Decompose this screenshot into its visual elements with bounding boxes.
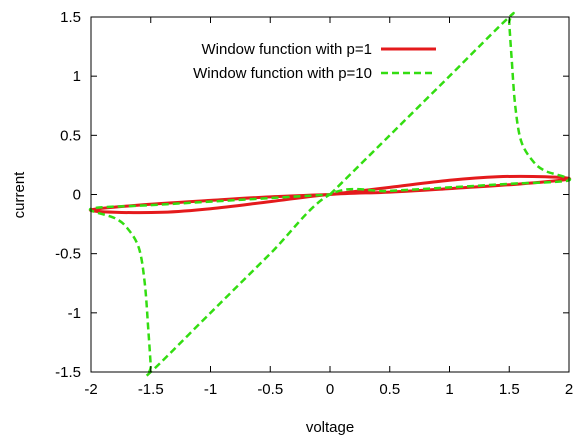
series-line-2 <box>88 11 572 378</box>
series-layer <box>88 11 572 378</box>
y-tick-label: -0.5 <box>55 246 81 263</box>
y-tick-label: -1.5 <box>55 364 81 381</box>
x-tick-label: 2 <box>565 381 573 398</box>
y-tick-label: 1.5 <box>60 9 81 26</box>
x-tick-label: 0.5 <box>379 381 400 398</box>
legend-label-1: Window function with p=1 <box>201 41 372 58</box>
x-tick-label: -1 <box>204 381 217 398</box>
y-axis-label: current <box>11 171 28 219</box>
y-tick-label: 0.5 <box>60 127 81 144</box>
x-tick-label: 0 <box>326 381 334 398</box>
x-tick-label: -0.5 <box>257 381 283 398</box>
x-tick-label: -1.5 <box>138 381 164 398</box>
y-tick-label: 1 <box>73 68 81 85</box>
x-tick-label: -2 <box>84 381 97 398</box>
tick-layer: -2 -1.5 -1 -0.5 0 0.5 1 1.5 21.510.50-0.5-1-1.5 <box>55 9 573 398</box>
legend-label-2: Window function with p=10 <box>193 65 372 82</box>
x-axis-label: voltage <box>306 419 354 436</box>
x-tick-label: 1.5 <box>499 381 520 398</box>
y-tick-label: -1 <box>68 305 81 322</box>
legend: Window function with p=1 Window function … <box>193 41 436 82</box>
y-tick-label: 0 <box>73 187 81 204</box>
x-tick-label: 1 <box>445 381 453 398</box>
